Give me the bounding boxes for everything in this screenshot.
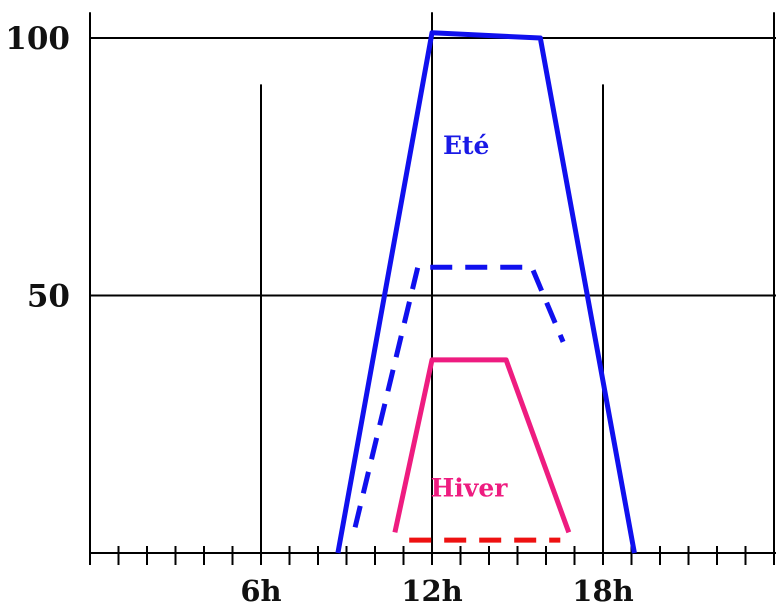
x-tick-labels: 6h 12h 18h [240,574,633,608]
y-tick-label-100: 100 [5,21,70,57]
series-line-1 [335,30,637,554]
x-tick-label-18h: 18h [572,574,633,608]
axes [89,546,776,565]
series-line-2 [352,264,566,528]
y-tick-label-50: 50 [27,279,70,315]
x-tick-label-6h: 6h [240,574,281,608]
annotations: Eté Hiver [431,131,509,502]
series-layer [335,30,637,554]
y-tick-labels: 50 100 [5,21,70,315]
x-tick-label-12h: 12h [401,574,462,608]
series-annotation-2: Hiver [431,473,509,502]
series-annotation-1: Eté [443,131,490,160]
series-line-3 [392,357,572,534]
gridlines [89,12,776,553]
